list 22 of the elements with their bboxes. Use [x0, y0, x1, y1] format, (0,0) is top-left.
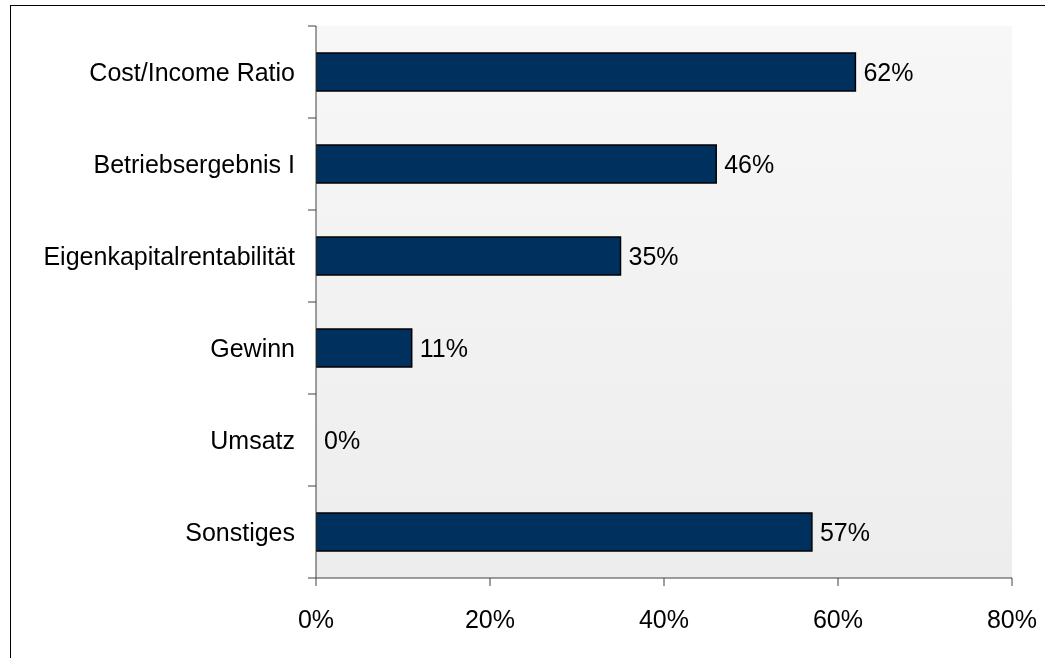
bar [316, 512, 813, 552]
y-tick-label: Gewinn [210, 333, 295, 362]
y-tick-label: Cost/Income Ratio [89, 57, 295, 86]
data-label: 35% [628, 241, 679, 270]
x-tick-label: 60% [812, 604, 864, 633]
x-tick-label: 0% [297, 604, 335, 633]
x-tick-label: 40% [638, 604, 690, 633]
y-tick-label: Eigenkapitalrentabilität [43, 241, 296, 270]
data-label: 11% [419, 333, 468, 362]
x-tick-label: 20% [464, 604, 516, 633]
data-label: 0% [324, 425, 361, 454]
bar [316, 144, 717, 184]
y-tick-label: Umsatz [210, 425, 295, 454]
bar [316, 52, 857, 92]
y-tick-label: Betriebsergebnis I [93, 149, 295, 178]
data-label: 62% [863, 57, 914, 86]
bar [316, 236, 622, 276]
y-tick-label: Sonstiges [185, 517, 295, 546]
x-tick-label: 80% [986, 604, 1038, 633]
bar [316, 328, 413, 368]
data-label: 46% [724, 149, 775, 178]
data-label: 57% [819, 517, 870, 546]
